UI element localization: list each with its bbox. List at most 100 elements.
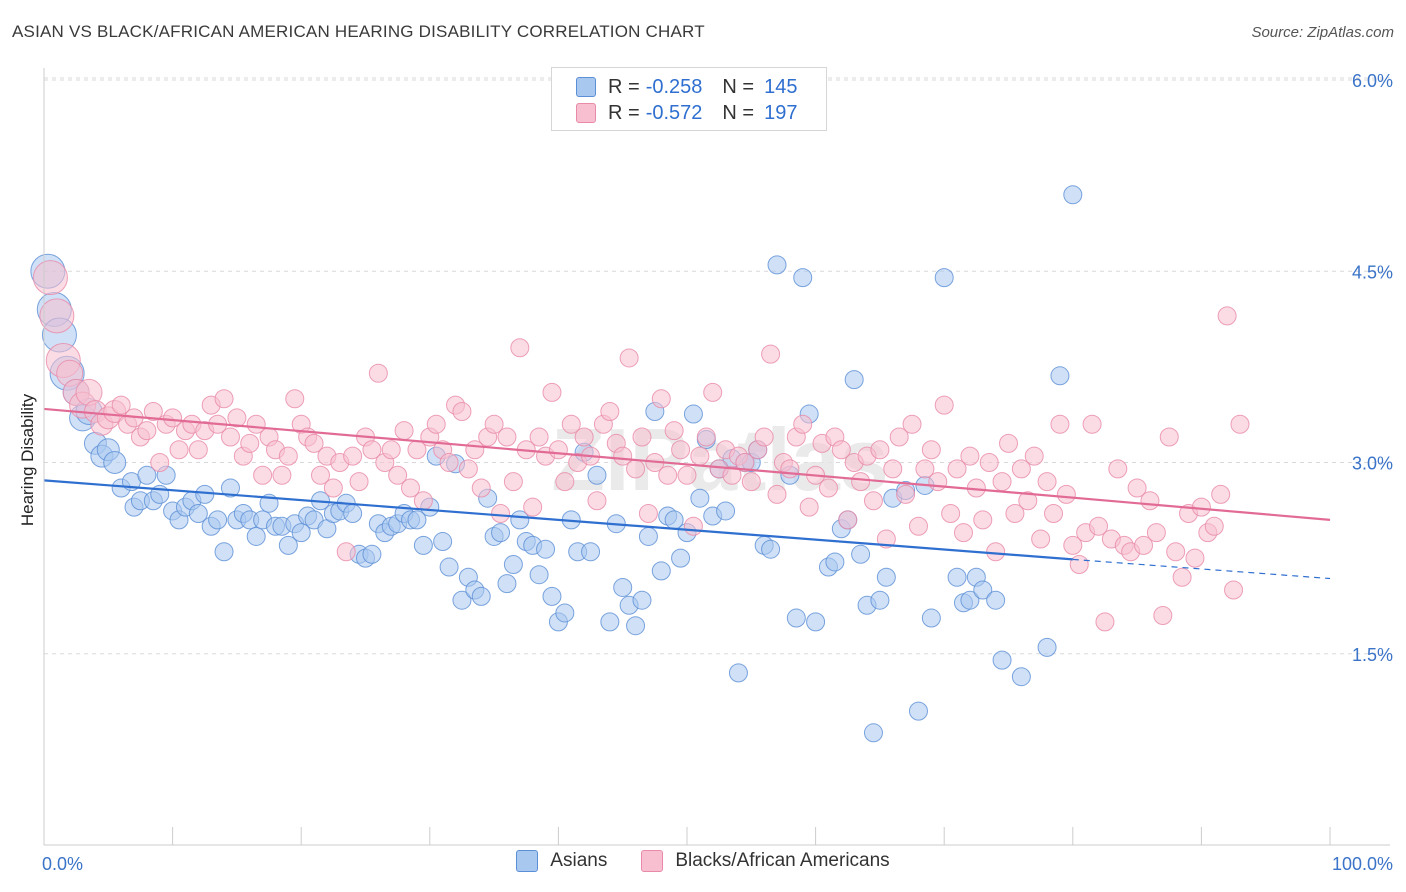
blacks-point bbox=[413, 491, 433, 511]
asians-trend-extension bbox=[1072, 558, 1331, 580]
blacks-point bbox=[799, 497, 819, 517]
blacks-point bbox=[188, 440, 208, 460]
asians-point bbox=[413, 535, 433, 555]
blacks-point bbox=[401, 478, 421, 498]
blacks-point bbox=[889, 427, 909, 447]
blacks-point bbox=[368, 363, 388, 383]
blacks-point bbox=[902, 414, 922, 434]
asians-point bbox=[452, 590, 472, 610]
x-tick-label: 100.0% bbox=[1332, 854, 1393, 874]
legend-r-value: -0.258 bbox=[645, 75, 703, 98]
asians-point bbox=[716, 501, 736, 521]
legend-n-value: 197 bbox=[764, 101, 798, 124]
blacks-point bbox=[1044, 504, 1064, 523]
asians-point bbox=[439, 557, 459, 577]
blacks-point bbox=[548, 440, 568, 460]
legend-item-asians[interactable]: Asians bbox=[516, 850, 607, 872]
asians-point bbox=[851, 544, 871, 564]
blacks-point bbox=[979, 453, 999, 472]
blacks-point bbox=[574, 427, 594, 447]
legend-swatch-blacks bbox=[576, 103, 596, 123]
y-tick-label: 1.5% bbox=[1352, 645, 1393, 665]
asians-point bbox=[220, 478, 240, 498]
blacks-point bbox=[1224, 580, 1244, 600]
blacks-point bbox=[381, 440, 401, 460]
blacks-point bbox=[1211, 484, 1231, 504]
blacks-point bbox=[638, 504, 658, 523]
asians-point bbox=[362, 544, 382, 564]
asians-point bbox=[137, 465, 157, 485]
asians-point bbox=[433, 532, 453, 552]
asians-point bbox=[690, 488, 710, 508]
blacks-point bbox=[722, 465, 742, 485]
asians-point bbox=[407, 510, 427, 530]
asians-point bbox=[1050, 366, 1070, 386]
blacks-point bbox=[999, 433, 1018, 453]
blacks-point bbox=[683, 516, 703, 536]
blacks-point bbox=[349, 472, 369, 492]
asians-point bbox=[503, 555, 523, 574]
legend-n-value: 145 bbox=[764, 75, 798, 98]
asians-point bbox=[844, 370, 864, 390]
blacks-point bbox=[111, 395, 131, 415]
blacks-point bbox=[1082, 414, 1102, 434]
legend-n-label: N = bbox=[722, 75, 755, 98]
asians-point bbox=[208, 510, 228, 530]
asians-point bbox=[863, 723, 883, 743]
blacks-point bbox=[780, 459, 800, 479]
asians-point bbox=[793, 268, 813, 288]
legend-item-blacks[interactable]: Blacks/African Americans bbox=[641, 850, 890, 872]
blacks-point bbox=[272, 465, 292, 485]
asians-point bbox=[876, 567, 896, 587]
blacks-point bbox=[992, 472, 1012, 492]
blacks-point bbox=[876, 529, 896, 549]
blacks-point bbox=[394, 421, 414, 441]
legend-row-asians: R = -0.258 N = 145 bbox=[576, 75, 797, 99]
asians-point bbox=[497, 574, 517, 594]
series-legend: Asians Blacks/African Americans bbox=[0, 850, 1406, 872]
y-axis-label: Hearing Disability bbox=[18, 393, 37, 527]
y-tick-label: 6.0% bbox=[1352, 71, 1393, 91]
asians-trend-line bbox=[43, 479, 1073, 561]
blacks-point bbox=[555, 472, 575, 492]
blacks-point bbox=[831, 440, 851, 460]
asians-point bbox=[825, 552, 845, 572]
asians-point bbox=[103, 451, 127, 474]
correlation-legend: R = -0.258 N = 145 R = -0.572 N = 197 bbox=[551, 67, 827, 131]
blacks-point bbox=[1005, 504, 1025, 523]
blacks-point bbox=[986, 542, 1006, 562]
asians-point bbox=[973, 580, 993, 600]
asians-point bbox=[651, 561, 671, 581]
legend-swatch-blacks bbox=[641, 850, 664, 872]
blacks-point bbox=[484, 414, 504, 434]
blacks-point bbox=[1140, 491, 1160, 511]
blacks-point bbox=[1153, 606, 1173, 625]
blacks-point bbox=[503, 472, 523, 492]
blacks-point bbox=[458, 459, 478, 479]
blacks-point bbox=[960, 446, 980, 466]
blacks-point bbox=[600, 402, 620, 421]
trend-lines bbox=[43, 407, 1331, 580]
blacks-point bbox=[735, 453, 755, 472]
blacks-point bbox=[1159, 427, 1179, 447]
blacks-point bbox=[1089, 516, 1109, 536]
blacks-point bbox=[163, 408, 183, 428]
asians-point bbox=[343, 504, 363, 523]
asians-point bbox=[600, 612, 620, 632]
y-tick-label: 3.0% bbox=[1352, 454, 1393, 474]
blacks-point bbox=[690, 446, 710, 466]
blacks-point bbox=[1018, 491, 1038, 511]
blacks-point bbox=[285, 389, 305, 409]
blacks-point bbox=[838, 510, 858, 530]
blacks-point bbox=[677, 465, 697, 485]
blacks-point bbox=[1024, 446, 1044, 466]
legend-n-label: N = bbox=[722, 101, 755, 124]
blacks-point bbox=[947, 459, 967, 479]
asians-point bbox=[1063, 185, 1083, 205]
blacks-point bbox=[343, 446, 363, 466]
blacks-point bbox=[626, 459, 646, 479]
asians-point bbox=[870, 590, 890, 610]
blacks-point bbox=[1217, 306, 1237, 326]
blacks-point bbox=[1191, 497, 1211, 517]
asians-point bbox=[188, 504, 208, 523]
